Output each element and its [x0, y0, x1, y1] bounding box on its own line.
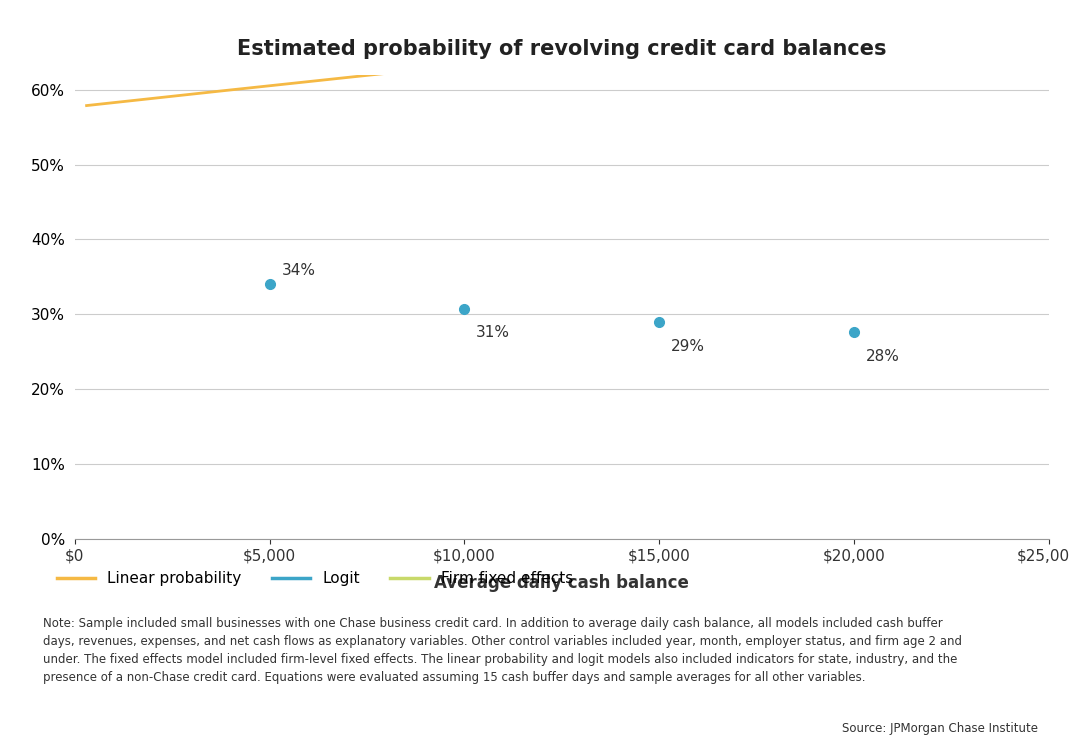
Title: Estimated probability of revolving credit card balances: Estimated probability of revolving credi…: [236, 40, 887, 59]
Text: 28%: 28%: [866, 349, 900, 364]
Legend: Linear probability, Logit, Firm fixed effects: Linear probability, Logit, Firm fixed ef…: [50, 565, 579, 592]
Text: Note: Sample included small businesses with one Chase business credit card. In a: Note: Sample included small businesses w…: [43, 617, 962, 684]
Text: 34%: 34%: [281, 263, 316, 278]
Text: 31%: 31%: [476, 325, 510, 340]
Text: Source: JPMorgan Chase Institute: Source: JPMorgan Chase Institute: [842, 722, 1038, 735]
Text: 29%: 29%: [671, 339, 705, 354]
X-axis label: Average daily cash balance: Average daily cash balance: [434, 574, 689, 592]
